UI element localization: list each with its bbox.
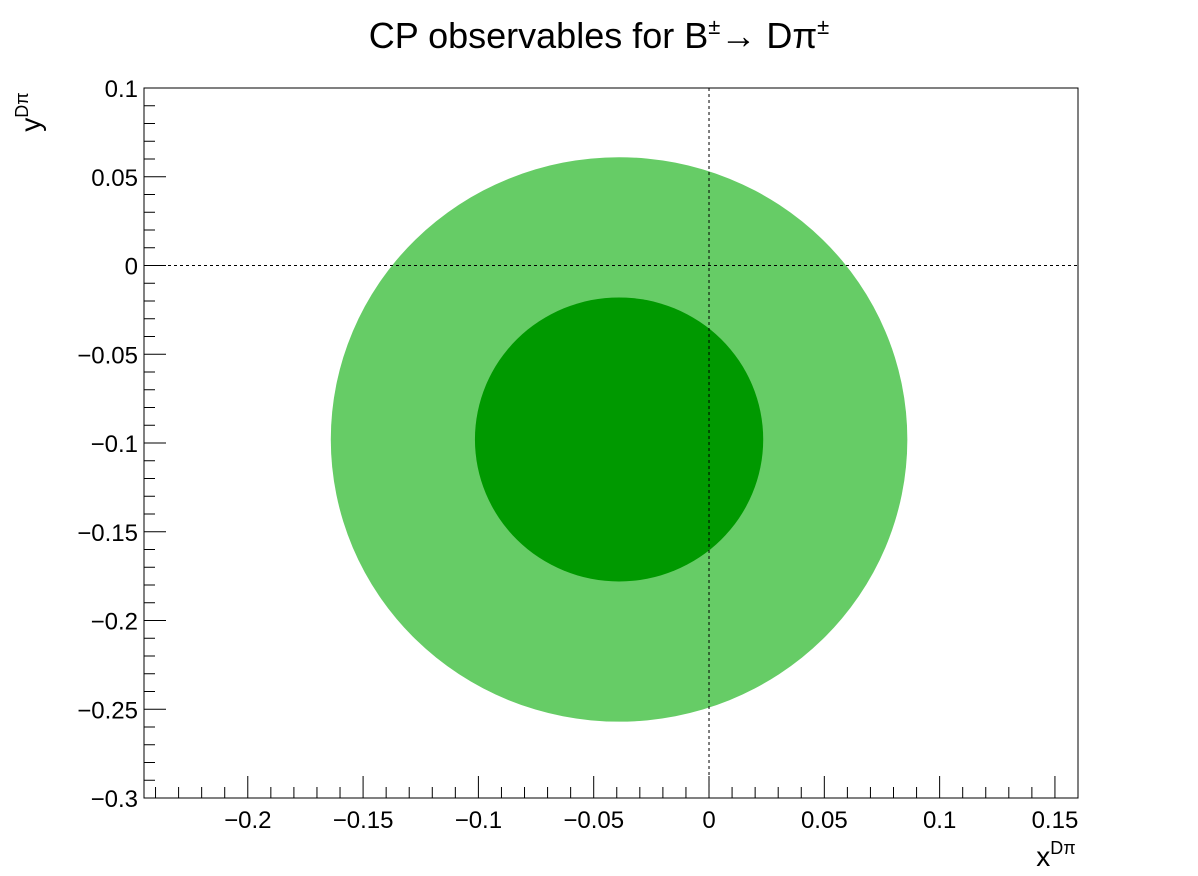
x-tick-label: 0.15 [1032, 807, 1079, 834]
reference-lines [144, 88, 1078, 798]
x-tick-label: 0.1 [923, 807, 956, 834]
y-axis-label: yDπ [12, 92, 46, 131]
y-tick-label: −0.05 [77, 342, 138, 369]
y-tick-label: −0.1 [91, 431, 138, 458]
contour-regions [330, 157, 908, 722]
y-tick-label: 0.1 [105, 76, 138, 103]
x-tick-label: 0.05 [801, 807, 848, 834]
x-tick-label: 0 [702, 807, 715, 834]
x-tick-label: −0.2 [224, 807, 271, 834]
x-axis: −0.2 −0.15 −0.1 −0.05 0 0.05 0.1 0.15 [155, 776, 1079, 834]
y-tick-label: −0.25 [77, 697, 138, 724]
y-tick-label: −0.15 [77, 520, 138, 547]
x-tick-label: −0.15 [333, 807, 394, 834]
y-tick-label: −0.3 [91, 786, 138, 813]
y-tick-label: 0.05 [91, 165, 138, 192]
x-tick-label: −0.05 [563, 807, 624, 834]
x-axis-label: xDπ [1036, 838, 1075, 872]
y-tick-label: −0.2 [91, 609, 138, 636]
chart-title: CP observables for B±→ Dπ± [369, 14, 830, 56]
contour-region-inner [474, 297, 764, 582]
y-tick-label: 0 [125, 254, 138, 281]
x-tick-label: −0.1 [455, 807, 502, 834]
y-axis: 0.1 0.05 0 −0.05 −0.1 −0.15 −0.2 −0.25 −0.3 [77, 76, 166, 813]
